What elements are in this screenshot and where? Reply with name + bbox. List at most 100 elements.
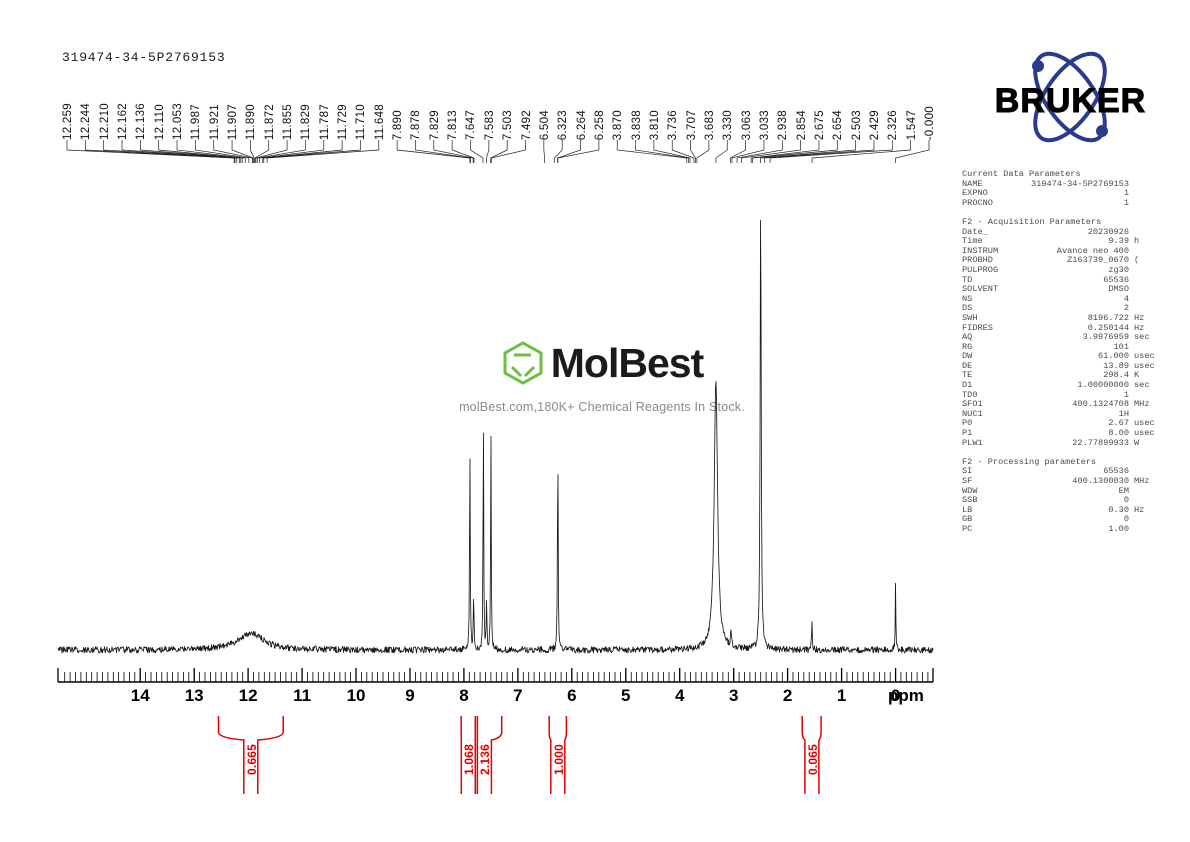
- axis-tick-label: 11: [293, 686, 312, 705]
- param-key: PC: [962, 523, 973, 534]
- axis-tick-label: 8: [459, 686, 469, 705]
- param-key: WDW: [962, 485, 978, 496]
- param-key: TE: [962, 370, 973, 381]
- param-unit: usec: [1134, 428, 1155, 439]
- param-row: NAME 319474-34-5P2769153: [962, 178, 1182, 190]
- axis-tick-label: 9: [405, 686, 415, 705]
- param-unit: Hz: [1134, 312, 1145, 323]
- param-row: P1 8.00 usec: [962, 428, 1182, 439]
- acquisition-parameters: Current Data Parameters NAME 319474-34-5P2…: [962, 169, 1182, 535]
- param-value: 65536: [1103, 466, 1129, 477]
- axis-tick-label: 7: [513, 686, 523, 705]
- param-key: TD0: [962, 389, 978, 400]
- nmr-spectrum-trace: [57, 219, 934, 654]
- axis-tick-label: 6: [567, 686, 577, 705]
- integral-value: 1.068: [462, 744, 477, 776]
- param-key: P0: [962, 418, 973, 429]
- param-key: D1: [962, 380, 973, 391]
- param-key: TD: [962, 274, 973, 285]
- param-value: zg30: [1108, 264, 1129, 275]
- peak-tielines: [66, 140, 930, 163]
- param-key: DW: [962, 351, 973, 362]
- integral-value: 0.665: [244, 744, 259, 776]
- param-section-heading: F2 - Processing parameters: [962, 456, 1097, 467]
- param-value: DMSO: [1108, 284, 1129, 295]
- param-value: EM: [1118, 485, 1129, 496]
- param-key: EXPNO: [962, 188, 988, 199]
- param-row: WDW EM: [962, 485, 1182, 497]
- axis-tick-label: 1: [836, 686, 847, 705]
- param-row: NUC1 1H: [962, 408, 1182, 420]
- param-key: SI: [962, 466, 973, 477]
- param-value: 1.00000000: [1077, 380, 1129, 391]
- param-row: TD0 1: [962, 389, 1182, 401]
- param-unit: sec: [1134, 332, 1150, 343]
- param-row: TD 65536: [962, 274, 1182, 286]
- param-row: DE 13.89 usec: [962, 360, 1182, 372]
- param-key: NAME: [962, 178, 983, 189]
- param-row: Date_ 20230926: [962, 226, 1182, 238]
- param-row: PLW1 22.77899933 W: [962, 437, 1182, 449]
- param-value: 20230926: [1087, 226, 1129, 237]
- param-value: 65536: [1103, 274, 1129, 285]
- param-key: NS: [962, 293, 973, 304]
- param-value: Avance neo 400: [1056, 245, 1129, 256]
- param-value: 4: [1123, 293, 1129, 304]
- param-row: SOLVENT DMSO: [962, 285, 1182, 295]
- param-unit: MHz: [1134, 399, 1150, 410]
- param-row: SWH 8196.722 Hz: [962, 312, 1182, 324]
- axis-ruler: [57, 668, 934, 683]
- param-key: AQ: [962, 332, 973, 343]
- param-value: 13.89: [1103, 360, 1129, 371]
- param-key: LB: [962, 504, 973, 515]
- param-unit: Hz: [1134, 322, 1145, 333]
- param-row: PULPROG zg30: [962, 264, 1182, 276]
- param-value: 1.00: [1108, 523, 1129, 534]
- axis-tick-label: 0: [890, 686, 901, 705]
- param-value: 2: [1123, 303, 1129, 314]
- param-key: NUC1: [962, 408, 983, 419]
- hexagon-logo-icon: [503, 341, 543, 385]
- param-unit: h: [1134, 236, 1140, 247]
- param-key: FIDRES: [962, 322, 993, 333]
- param-key: Date_: [962, 226, 988, 237]
- integral-value: 1.000: [551, 744, 566, 776]
- param-row: FIDRES 0.250144 Hz: [962, 322, 1182, 334]
- param-value: 61.000: [1098, 351, 1129, 362]
- integral-curves: [217, 716, 822, 794]
- param-key: PLW1: [962, 437, 983, 448]
- param-row: DW 61.000 usec: [962, 352, 1182, 362]
- param-value: 8196.722: [1087, 312, 1129, 323]
- param-unit: usec: [1134, 351, 1155, 362]
- param-row: P0 2.67 usec: [962, 419, 1182, 429]
- param-key: SOLVENT: [962, 284, 999, 295]
- bruker-logo: BRUKER: [963, 42, 1178, 152]
- param-row: SSB 0: [962, 496, 1182, 506]
- axis-tick-label: 3: [728, 686, 739, 705]
- param-key: Time: [962, 236, 983, 247]
- param-value: 3.9976959: [1082, 332, 1129, 343]
- param-row: EXPNO 1: [962, 189, 1182, 199]
- param-value: 8.00: [1108, 428, 1129, 439]
- param-value: 2.67: [1108, 418, 1129, 429]
- molbest-watermark: MolBest molBest.com,180K+ Chemical Reage…: [452, 340, 752, 414]
- param-value: 1H: [1118, 408, 1129, 419]
- param-row: SFO1 400.1324708 MHz: [962, 400, 1182, 410]
- watermark-tagline: molBest.com,180K+ Chemical Reagents In S…: [459, 400, 745, 414]
- axis-tick-label: 12: [238, 686, 258, 705]
- param-row: SI 65536: [962, 467, 1182, 477]
- watermark-brand-name: MolBest: [550, 339, 704, 386]
- param-unit: (: [1134, 255, 1140, 266]
- axis-tick-label: 5: [621, 686, 631, 705]
- param-row: DS 2: [962, 304, 1182, 314]
- param-row: AQ 3.9976959 sec: [962, 332, 1182, 343]
- param-unit: Hz: [1134, 504, 1145, 515]
- param-key: GB: [962, 514, 973, 525]
- param-section-heading: F2 - Acquisition Parameters: [962, 216, 1102, 227]
- integral-row: 0.665 1.068 2.136 1.000 0.065: [0, 712, 960, 802]
- param-row: PROBHD Z163739_0670 (: [962, 256, 1182, 266]
- param-value: 1: [1123, 188, 1129, 199]
- axis-tick-label: 4: [675, 686, 685, 705]
- param-section-heading: Current Data Parameters: [962, 169, 1081, 179]
- param-key: PROCNO: [962, 197, 993, 208]
